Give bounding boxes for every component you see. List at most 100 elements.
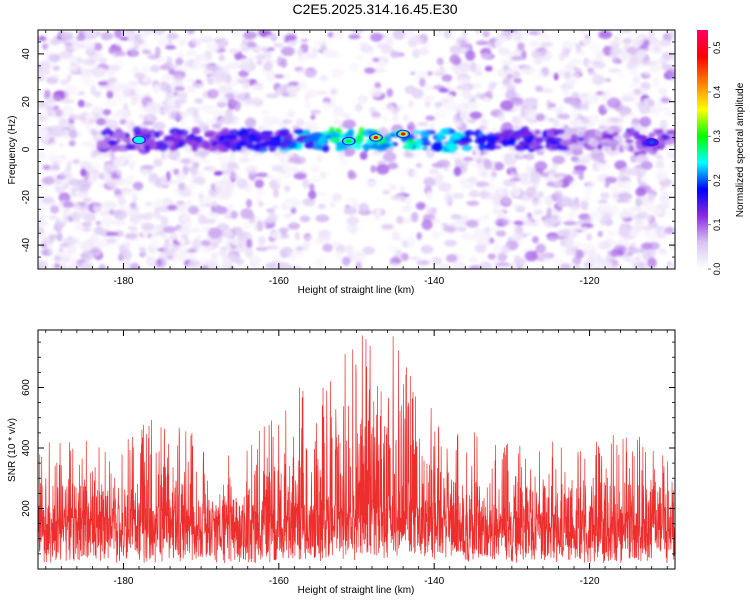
heatmap-cell [614,239,629,245]
heatmap-cell [319,74,329,82]
heatmap-cell [665,150,675,157]
heatmap-cell [74,221,84,231]
heatmap-cell [61,99,75,104]
heatmap-cell [300,38,309,43]
heatmap-cell [142,65,150,74]
heatmap-cell [631,38,641,49]
heatmap-band-cell [666,129,675,135]
heatmap-cell [144,201,152,207]
heatmap-cell [503,78,510,85]
heatmap-cell [165,259,176,265]
heatmap-cell [338,150,345,161]
heatmap-cell [497,47,510,56]
colorbar-tick-label: 0.5 [712,41,722,54]
heatmap-cell [111,82,122,91]
heatmap-cell [633,88,642,95]
heatmap-cell [376,164,390,175]
heatmap-cell [146,101,160,113]
heatmap-band-cell [259,141,269,149]
heatmap-cell [82,227,92,233]
heatmap-cell [174,98,182,110]
heatmap-cell [178,225,188,234]
heatmap-cell [248,214,256,224]
heatmap-cell [382,115,389,125]
heatmap-cell [648,99,655,107]
heatmap-cell [283,185,291,193]
heatmap-cell [351,30,364,35]
heatmap-cell [124,233,138,240]
heatmap-band-cell [181,134,187,140]
heatmap-cell [415,162,422,168]
heatmap-cell [512,203,521,209]
heatmap-cell [556,175,565,181]
heatmap-cell [282,119,293,124]
heatmap-cell [417,121,429,127]
heatmap-band-cell [610,144,617,152]
heatmap-cell [533,209,544,215]
heatmap-cell [535,113,546,122]
heatmap-band-cell [293,128,305,135]
heatmap-cell [267,213,278,223]
heatmap-cell [630,154,637,163]
heatmap-cell [149,258,156,268]
heatmap-cell [378,58,386,69]
heatmap-band-cell [622,145,630,150]
heatmap-cell [67,65,79,72]
heatmap-cell [668,209,674,219]
heatmap-cell [199,34,212,41]
heatmap-cell [632,214,644,221]
heatmap-cell [475,181,490,188]
heatmap-cell [571,242,585,248]
heatmap-cell [58,142,64,148]
heatmap-cell [387,245,398,254]
heatmap-cell [284,212,292,219]
heatmap-cell [381,223,394,230]
heatmap-cell [286,85,301,94]
snr-y-label: SNR (10 * v/v) [7,418,18,482]
colorbar-tick-label: 0.0 [712,263,722,276]
heatmap-cell [364,67,376,74]
heatmap-cell [441,121,447,126]
heatmap-cell [290,206,297,215]
heatmap-cell [482,30,490,38]
heatmap-cell [628,83,634,88]
heatmap-cell [495,230,507,237]
snr-x-tick-label: -160 [269,576,289,587]
heatmap-cell [537,191,544,198]
heatmap-cell [420,245,434,254]
heatmap-band-cell [461,144,473,152]
heatmap-cell [599,217,606,226]
heatmap-cell [669,244,675,252]
heatmap-cell [537,30,547,36]
heatmap-band-cell [227,134,238,140]
heatmap-cell [195,79,202,84]
heatmap-cell [650,45,664,54]
heatmap-cell [531,49,541,59]
colorbar-label: Normalized spectral amplitude [735,82,746,217]
heatmap-band-cell [439,128,450,135]
heatmap-cell [410,212,419,223]
heatmap-cell [582,249,589,257]
heatmap-cell [465,37,471,43]
heatmap-cell [203,69,214,76]
heatmap-cell [175,51,185,59]
heatmap-cell [467,101,480,111]
heatmap-cell [149,200,161,209]
heatmap-cell [78,205,90,210]
heatmap-cell [610,39,622,46]
heatmap-cell [258,201,264,207]
heatmap-cell [237,78,251,85]
heatmap-band-cell [125,143,136,150]
heatmap-cell [205,194,213,205]
heatmap-cell [82,30,96,37]
heatmap-cell [465,50,476,61]
heatmap-cell [255,187,266,197]
heatmap-cell [580,93,589,98]
heatmap-band-cell [379,142,391,149]
heatmap-cell [540,41,554,48]
heatmap-cell [257,126,265,131]
heatmap-cell [296,69,305,75]
heatmap-band-cell [583,133,590,143]
heatmap-cell [295,117,305,127]
heatmap-cell [266,72,276,83]
